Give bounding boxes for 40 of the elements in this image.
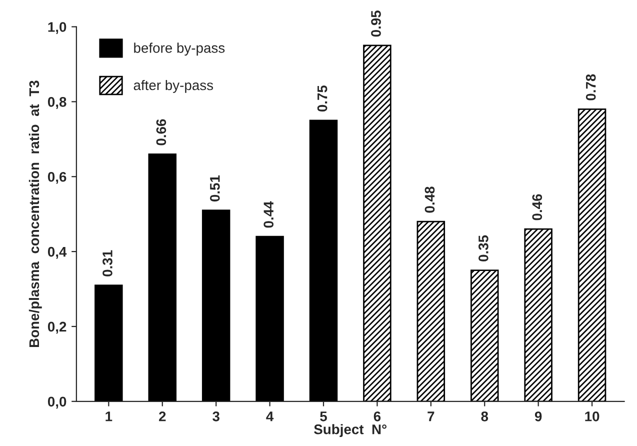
data-label: 0.44 <box>264 201 274 228</box>
legend-label: before by-pass <box>134 42 225 56</box>
bar <box>148 153 176 402</box>
bar <box>524 228 552 402</box>
bar <box>416 220 446 402</box>
y-tick-label: 0,8 <box>48 97 66 109</box>
x-tick-label: 2 <box>158 411 166 422</box>
y-tick-label: 0,2 <box>48 322 66 334</box>
data-label: 0.31 <box>102 250 112 276</box>
x-tick-label: 7 <box>428 412 434 422</box>
y-tick-label: 1,0 <box>48 22 66 34</box>
y-tick-label: 0,0 <box>48 396 66 409</box>
y-tick-label: 0,4 <box>48 246 67 259</box>
bar <box>578 108 606 402</box>
bar <box>309 120 338 402</box>
bar <box>363 44 392 402</box>
bar <box>256 236 284 402</box>
bar <box>202 210 230 402</box>
data-label: 0.35 <box>478 235 488 262</box>
bar <box>470 270 499 402</box>
x-axis-title: Subject N° <box>314 424 386 438</box>
x-tick-label: 8 <box>481 411 488 422</box>
data-label: 0.95 <box>371 10 381 37</box>
x-tick-label: 5 <box>320 412 327 422</box>
bar <box>94 284 123 402</box>
x-tick-label: 1 <box>106 412 112 422</box>
x-tick-label: 3 <box>212 411 220 422</box>
x-tick-label: 9 <box>534 411 542 422</box>
x-tick-label: 10 <box>585 411 600 422</box>
data-label: 0.66 <box>156 119 166 146</box>
data-label: 0.75 <box>317 85 328 112</box>
legend-label: after by-pass <box>134 80 214 93</box>
x-tick-label: 6 <box>374 411 381 422</box>
y-axis-title: Bone/plasma concentration ratio at T3 <box>28 80 42 348</box>
data-label: 0.48 <box>424 186 435 213</box>
data-label: 0.51 <box>210 175 220 202</box>
data-label: 0.46 <box>532 194 542 220</box>
y-tick-label: 0,6 <box>48 172 66 184</box>
x-tick-label: 4 <box>266 412 274 422</box>
data-label: 0.78 <box>586 74 596 100</box>
